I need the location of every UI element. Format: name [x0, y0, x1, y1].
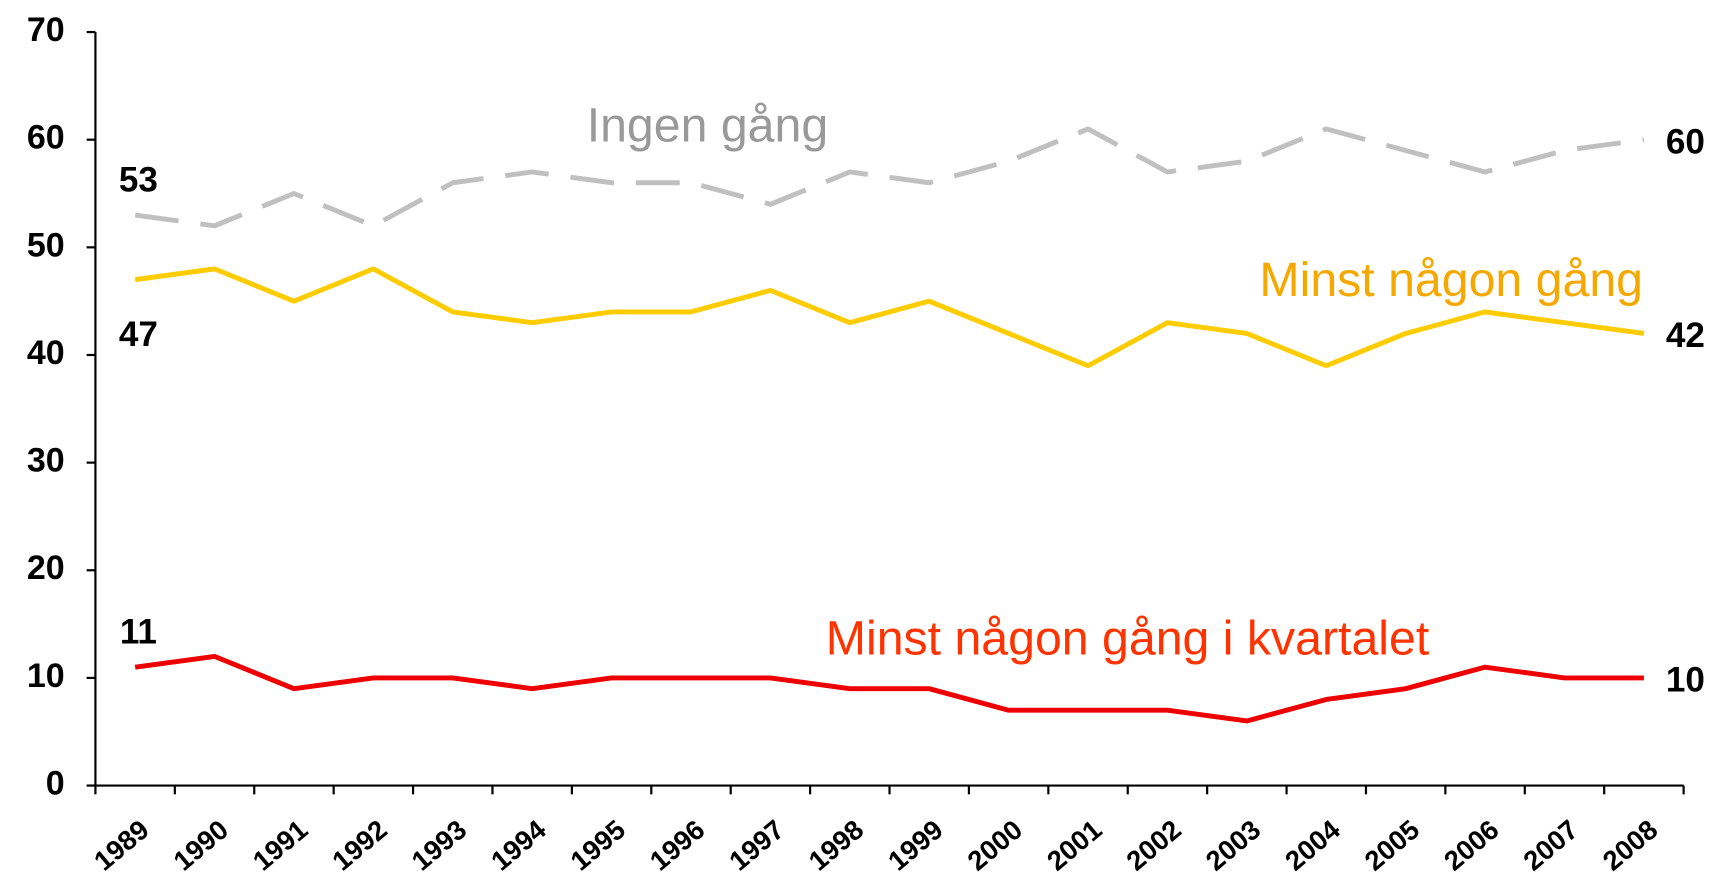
- x-tick-label: 2004: [1279, 813, 1346, 876]
- x-tick-label: 1998: [803, 814, 870, 877]
- x-tick-label: 1993: [406, 814, 473, 877]
- data-label: 60: [1666, 122, 1705, 161]
- y-tick-label: 10: [27, 657, 65, 695]
- data-label: 10: [1666, 661, 1705, 700]
- y-tick-label: 40: [27, 334, 65, 372]
- y-tick-label: 50: [27, 226, 65, 264]
- data-label: 42: [1666, 316, 1705, 355]
- series-line: [134, 653, 1644, 724]
- x-tick-label: 2003: [1200, 814, 1267, 877]
- x-tick-label: 1997: [723, 814, 790, 877]
- series-label: Minst någon gång: [1259, 253, 1643, 307]
- x-tick-label: 1995: [564, 814, 631, 877]
- x-tick-label: 1989: [88, 814, 155, 877]
- x-tick-label: 1999: [882, 814, 949, 877]
- data-label: 53: [119, 160, 158, 199]
- x-tick-label: 2007: [1517, 814, 1584, 877]
- y-tick-label: 20: [27, 549, 65, 587]
- series-line: [134, 266, 1645, 369]
- series-label: Minst någon gång i kvartalet: [826, 612, 1430, 666]
- y-tick-label: 70: [27, 11, 65, 49]
- x-tick-label: 2002: [1120, 814, 1187, 877]
- x-tick-label: 1992: [326, 814, 393, 877]
- y-tick-label: 0: [46, 765, 65, 803]
- x-tick-label: 2000: [961, 814, 1028, 877]
- x-tick-label: 2008: [1597, 814, 1664, 877]
- x-tick-label: 2006: [1438, 814, 1505, 877]
- data-label: 11: [120, 613, 157, 652]
- x-tick-label: 1990: [167, 814, 234, 877]
- x-tick-label: 1991: [247, 814, 314, 877]
- series-line: [134, 126, 1645, 229]
- x-tick-label: 1994: [485, 813, 552, 876]
- series-label: Ingen gång: [587, 98, 829, 152]
- x-tick-label: 2005: [1359, 814, 1426, 877]
- y-tick-label: 30: [27, 442, 65, 480]
- x-tick-label: 2001: [1041, 814, 1108, 877]
- data-label: 47: [119, 315, 158, 354]
- x-tick-label: 1996: [644, 814, 711, 877]
- y-tick-label: 60: [27, 119, 65, 157]
